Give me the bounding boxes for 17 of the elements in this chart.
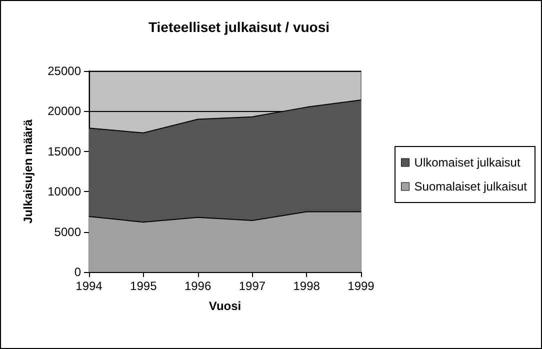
x-tick-label: 1994	[76, 279, 103, 293]
x-tick-label: 1997	[238, 279, 266, 293]
y-tick-label: 20000	[48, 104, 82, 118]
chart-title: Tieteelliset julkaisut / vuosi	[148, 19, 330, 35]
legend-label: Ulkomaiset julkaisut	[414, 156, 521, 170]
legend-label: Suomalaiset julkaisut	[414, 180, 528, 194]
y-tick-label: 15000	[48, 144, 82, 158]
y-tick-label: 5000	[54, 224, 82, 239]
x-tick-label: 1999	[348, 279, 375, 293]
y-tick-label: 25000	[48, 64, 82, 78]
x-tick-label: 1998	[293, 279, 320, 293]
y-axis-title: Julkaisujen määrä	[21, 119, 35, 224]
x-axis-title: Vuosi	[208, 299, 242, 313]
y-tick-label: 10000	[48, 184, 82, 199]
x-tick-label: 1996	[184, 279, 212, 293]
x-tick-label: 1995	[130, 279, 158, 293]
y-tick-label: 0	[74, 265, 82, 279]
